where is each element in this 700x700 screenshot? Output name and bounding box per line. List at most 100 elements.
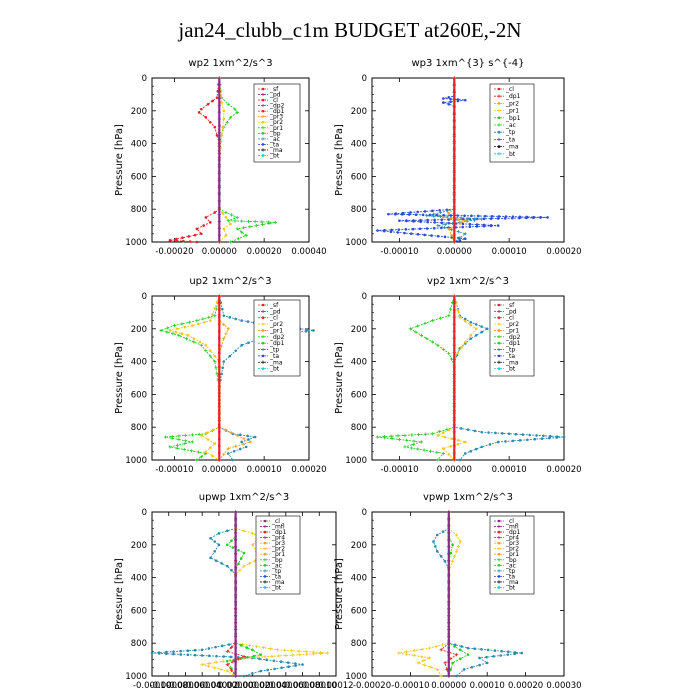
x-tick-label: -0.00010 bbox=[380, 465, 418, 475]
legend-label: _bt bbox=[269, 152, 280, 159]
data-point bbox=[394, 212, 397, 216]
data-point bbox=[452, 183, 456, 188]
data-point bbox=[497, 564, 501, 567]
legend-label: _ta bbox=[269, 141, 279, 148]
data-point bbox=[450, 437, 453, 440]
data-point bbox=[214, 660, 218, 664]
data-point bbox=[220, 101, 223, 104]
data-point bbox=[217, 124, 221, 128]
data-point bbox=[258, 657, 261, 661]
data-point bbox=[217, 543, 221, 547]
data-point bbox=[416, 661, 420, 665]
data-point bbox=[449, 217, 452, 220]
data-point bbox=[466, 216, 470, 220]
data-point bbox=[228, 240, 233, 244]
y-tick-label: 0 bbox=[142, 74, 147, 84]
data-point bbox=[447, 545, 451, 549]
x-tick-label: 0.00010 bbox=[470, 681, 505, 691]
data-point bbox=[396, 434, 400, 438]
data-point bbox=[217, 301, 221, 305]
data-point bbox=[223, 428, 227, 432]
data-point bbox=[469, 323, 473, 327]
legend-label: _bp bbox=[271, 557, 283, 564]
data-point bbox=[497, 558, 501, 562]
data-point bbox=[452, 76, 456, 80]
data-point bbox=[452, 176, 456, 180]
data-point bbox=[222, 314, 226, 317]
data-point bbox=[267, 221, 271, 226]
data-point bbox=[190, 440, 194, 444]
data-point bbox=[263, 519, 267, 523]
data-point bbox=[150, 651, 154, 655]
data-point bbox=[496, 217, 500, 220]
data-point bbox=[421, 213, 425, 217]
data-point bbox=[227, 643, 231, 646]
data-point bbox=[447, 610, 451, 614]
figure-title: jan24_clubb_c1m BUDGET at260E,-2N bbox=[178, 18, 522, 42]
data-point bbox=[489, 217, 493, 220]
data-point bbox=[181, 236, 184, 240]
x-tick-label: 0.00000 bbox=[218, 681, 253, 691]
data-point bbox=[217, 358, 221, 362]
legend-label: _pr2 bbox=[505, 546, 519, 553]
data-point bbox=[419, 333, 423, 337]
legend-label: _dp1 bbox=[505, 93, 521, 100]
y-tick-label: 1000 bbox=[345, 672, 367, 682]
data-point bbox=[228, 316, 232, 319]
data-point bbox=[419, 220, 422, 224]
data-point bbox=[497, 547, 501, 551]
data-point bbox=[238, 568, 242, 572]
data-point bbox=[452, 430, 456, 434]
data-point bbox=[233, 219, 237, 223]
data-point bbox=[497, 152, 501, 156]
data-point bbox=[447, 314, 451, 318]
data-point bbox=[452, 387, 456, 391]
data-point bbox=[469, 449, 473, 453]
data-point bbox=[454, 533, 459, 537]
data-point bbox=[247, 341, 250, 345]
data-point bbox=[409, 446, 413, 450]
data-point bbox=[182, 447, 186, 452]
legend-label: _dp1 bbox=[269, 108, 285, 115]
legend-label: _ac bbox=[271, 562, 282, 569]
data-point bbox=[197, 322, 200, 326]
data-point bbox=[478, 663, 481, 667]
data-point bbox=[438, 210, 443, 215]
x-tick-label: 0.00000 bbox=[202, 247, 237, 257]
data-point bbox=[217, 172, 221, 176]
data-point bbox=[263, 558, 267, 562]
data-point bbox=[528, 433, 532, 437]
data-point bbox=[261, 309, 265, 313]
data-point bbox=[261, 335, 265, 339]
data-point bbox=[447, 653, 451, 657]
data-point bbox=[458, 316, 462, 319]
data-point bbox=[261, 360, 265, 364]
legend-label: _sf bbox=[269, 302, 279, 309]
legend-label: _ma bbox=[269, 147, 283, 154]
y-tick-label: 0 bbox=[142, 508, 147, 518]
data-point bbox=[217, 423, 221, 427]
data-point bbox=[460, 346, 463, 349]
y-tick-label: 200 bbox=[351, 541, 367, 551]
data-point bbox=[263, 541, 267, 545]
data-point bbox=[230, 667, 233, 670]
data-point bbox=[200, 107, 203, 111]
data-point bbox=[217, 90, 221, 94]
data-point bbox=[217, 96, 221, 101]
data-point bbox=[199, 343, 203, 347]
data-point bbox=[483, 214, 487, 218]
legend-label: _ac bbox=[505, 562, 516, 569]
data-point bbox=[405, 438, 409, 442]
data-point bbox=[460, 645, 463, 648]
data-point bbox=[452, 358, 456, 362]
data-point bbox=[224, 210, 228, 215]
data-point bbox=[410, 433, 414, 437]
data-point bbox=[195, 458, 199, 462]
data-point bbox=[301, 663, 304, 666]
series-line bbox=[226, 512, 262, 677]
data-point bbox=[417, 432, 421, 437]
data-point bbox=[409, 232, 413, 235]
data-point bbox=[514, 432, 518, 436]
data-point bbox=[447, 603, 451, 607]
data-point bbox=[383, 436, 387, 440]
